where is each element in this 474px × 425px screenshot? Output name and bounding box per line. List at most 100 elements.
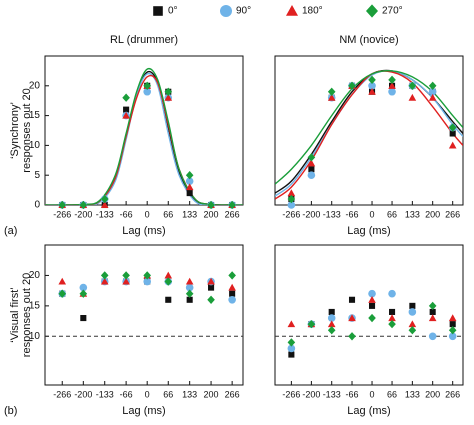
marker-diamond: [164, 277, 173, 286]
x-tick-label: 133: [405, 209, 420, 219]
legend-marker: [220, 5, 232, 17]
marker-triangle: [348, 314, 356, 322]
marker-triangle: [388, 82, 396, 89]
marker-diamond: [327, 326, 336, 335]
marker-triangle: [228, 283, 236, 291]
marker-diamond: [408, 81, 417, 90]
x-tick-label: -200: [74, 389, 92, 399]
y-tick-label: 15: [29, 110, 41, 121]
marker-circle: [408, 308, 417, 316]
fit-curve: [45, 72, 243, 205]
marker-triangle: [428, 93, 437, 101]
legend-marker: [153, 6, 163, 16]
marker-triangle: [58, 277, 67, 285]
marker-square: [429, 308, 436, 315]
marker-square: [308, 166, 315, 173]
marker-diamond: [428, 301, 437, 311]
y-tick-label: 20: [29, 270, 41, 281]
marker-triangle: [164, 93, 173, 101]
legend-marker: [366, 4, 378, 18]
axes-frame: [274, 244, 464, 386]
marker-circle: [143, 87, 151, 96]
fit-curve: [45, 74, 243, 205]
marker-triangle: [368, 295, 376, 303]
panel-title: NM (novice): [339, 34, 398, 46]
marker-diamond: [408, 326, 417, 335]
marker-diamond: [143, 271, 151, 280]
x-axis-label: Lag (ms): [122, 405, 165, 417]
axes-frame: [274, 55, 464, 206]
marker-circle: [448, 332, 457, 341]
x-axis-label: Lag (ms): [347, 225, 390, 237]
marker-diamond: [100, 271, 109, 280]
x-tick-label: -266: [53, 389, 71, 399]
marker-diamond: [122, 93, 130, 102]
x-tick-label: -66: [346, 389, 359, 399]
x-tick-label: -266: [282, 389, 300, 399]
marker-diamond: [348, 81, 356, 90]
marker-square: [165, 296, 172, 303]
marker-diamond: [348, 332, 356, 341]
marker-diamond: [228, 200, 236, 210]
y-tick-label: 5: [34, 170, 40, 181]
x-tick-label: 66: [387, 209, 397, 219]
marker-triangle: [428, 314, 437, 322]
x-tick-label: 200: [425, 389, 440, 399]
x-tick-label: -200: [302, 209, 320, 219]
x-tick-label: 200: [204, 389, 219, 399]
marker-diamond: [287, 338, 296, 347]
x-tick-label: -266: [282, 209, 300, 219]
axes-frame: [44, 244, 244, 386]
x-tick-label: -200: [74, 209, 92, 219]
marker-diamond: [287, 194, 296, 204]
x-tick-label: 266: [445, 209, 460, 219]
x-tick-label: 200: [425, 209, 440, 219]
x-tick-label: 266: [225, 389, 240, 399]
marker-diamond: [185, 171, 194, 180]
marker-diamond: [58, 289, 67, 298]
marker-circle: [185, 283, 194, 292]
marker-circle: [79, 283, 88, 292]
panel-label: (a): [4, 225, 17, 237]
marker-square: [186, 296, 193, 303]
marker-triangle: [388, 314, 396, 322]
marker-diamond: [185, 289, 194, 298]
marker-diamond: [428, 81, 437, 90]
marker-diamond: [368, 75, 376, 85]
panel-title: RL (drummer): [110, 34, 178, 46]
x-tick-label: 0: [145, 209, 150, 219]
marker-triangle: [307, 159, 316, 167]
marker-diamond: [164, 87, 173, 96]
marker-circle: [143, 277, 151, 286]
marker-square: [348, 296, 356, 303]
marker-diamond: [448, 326, 457, 335]
marker-triangle: [368, 87, 376, 95]
marker-square: [186, 190, 193, 197]
marker-circle: [185, 177, 194, 185]
panel-label: (b): [4, 405, 17, 417]
marker-diamond: [388, 319, 396, 329]
fit-curve: [45, 67, 243, 205]
x-tick-label: 133: [182, 209, 197, 219]
y-axis-label: responses out 20: [21, 88, 33, 172]
marker-triangle: [448, 314, 457, 322]
marker-diamond: [388, 75, 396, 85]
y-tick-label: 10: [29, 140, 41, 151]
marker-diamond: [307, 153, 316, 162]
y-tick-label: 10: [29, 331, 41, 342]
marker-square: [80, 315, 87, 322]
marker-square: [328, 308, 335, 315]
legend-label: 0°: [168, 6, 178, 17]
marker-diamond: [100, 194, 109, 204]
marker-square: [409, 302, 416, 309]
x-tick-label: -133: [96, 389, 114, 399]
marker-square: [208, 284, 215, 291]
marker-triangle: [164, 271, 173, 279]
marker-triangle: [100, 201, 109, 209]
marker-circle: [327, 314, 336, 322]
marker-circle: [368, 82, 376, 90]
axes-frame: [44, 55, 244, 206]
x-tick-label: -133: [323, 389, 341, 399]
marker-diamond: [368, 313, 376, 323]
x-tick-label: 66: [163, 389, 173, 399]
